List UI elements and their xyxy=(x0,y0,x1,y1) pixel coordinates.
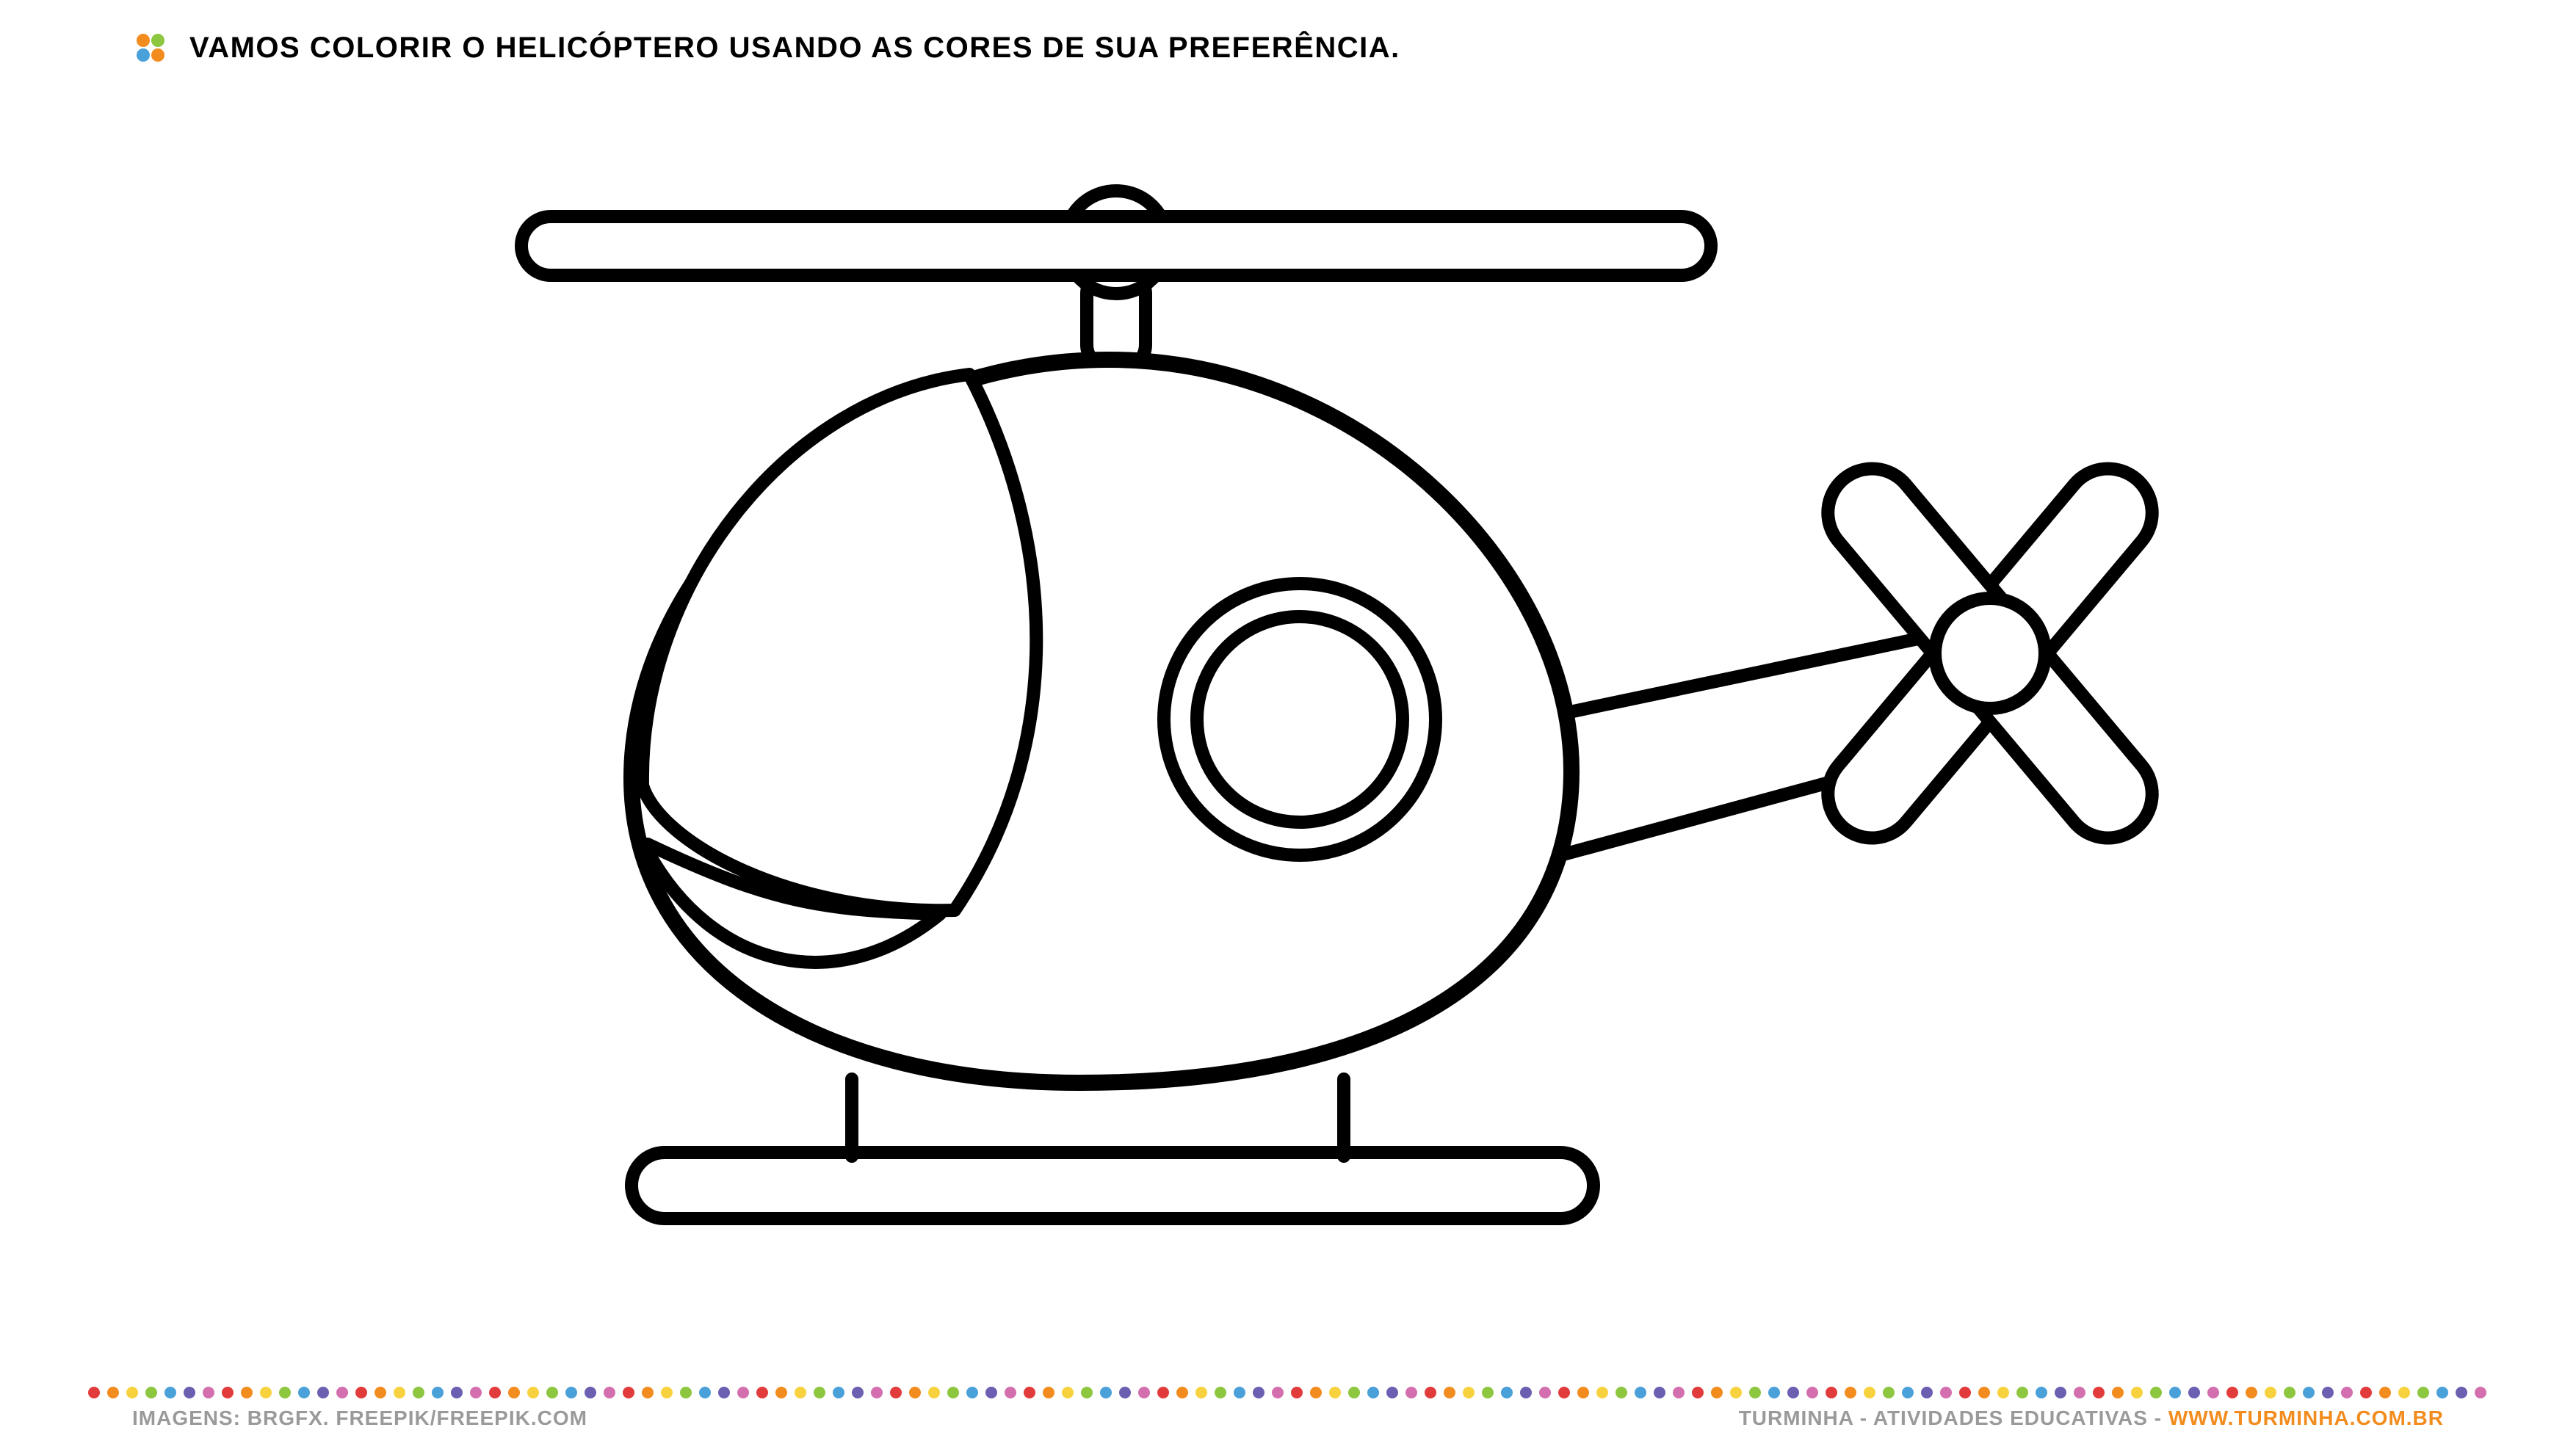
footer-subtitle: ATIVIDADES EDUCATIVAS xyxy=(1873,1407,2148,1429)
footer-sep2: - xyxy=(2148,1407,2168,1429)
footer-credits-right: TURMINHA - ATIVIDADES EDUCATIVAS - WWW.T… xyxy=(1739,1407,2444,1430)
footer-sep1: - xyxy=(1853,1407,1873,1429)
page-header: VAMOS COLORIR O HELICÓPTERO USANDO AS CO… xyxy=(132,29,1400,66)
logo-dots-icon xyxy=(132,29,169,66)
footer-credits-left: IMAGENS: BRGFX. FREEPIK/FREEPIK.COM xyxy=(132,1407,587,1430)
footer-dot-border xyxy=(88,1386,2488,1399)
helicopter-illustration xyxy=(441,176,2203,1292)
instruction-text: VAMOS COLORIR O HELICÓPTERO USANDO AS CO… xyxy=(189,32,1400,65)
footer-url: WWW.TURMINHA.COM.BR xyxy=(2168,1407,2444,1429)
footer-brand: TURMINHA xyxy=(1739,1407,1853,1429)
